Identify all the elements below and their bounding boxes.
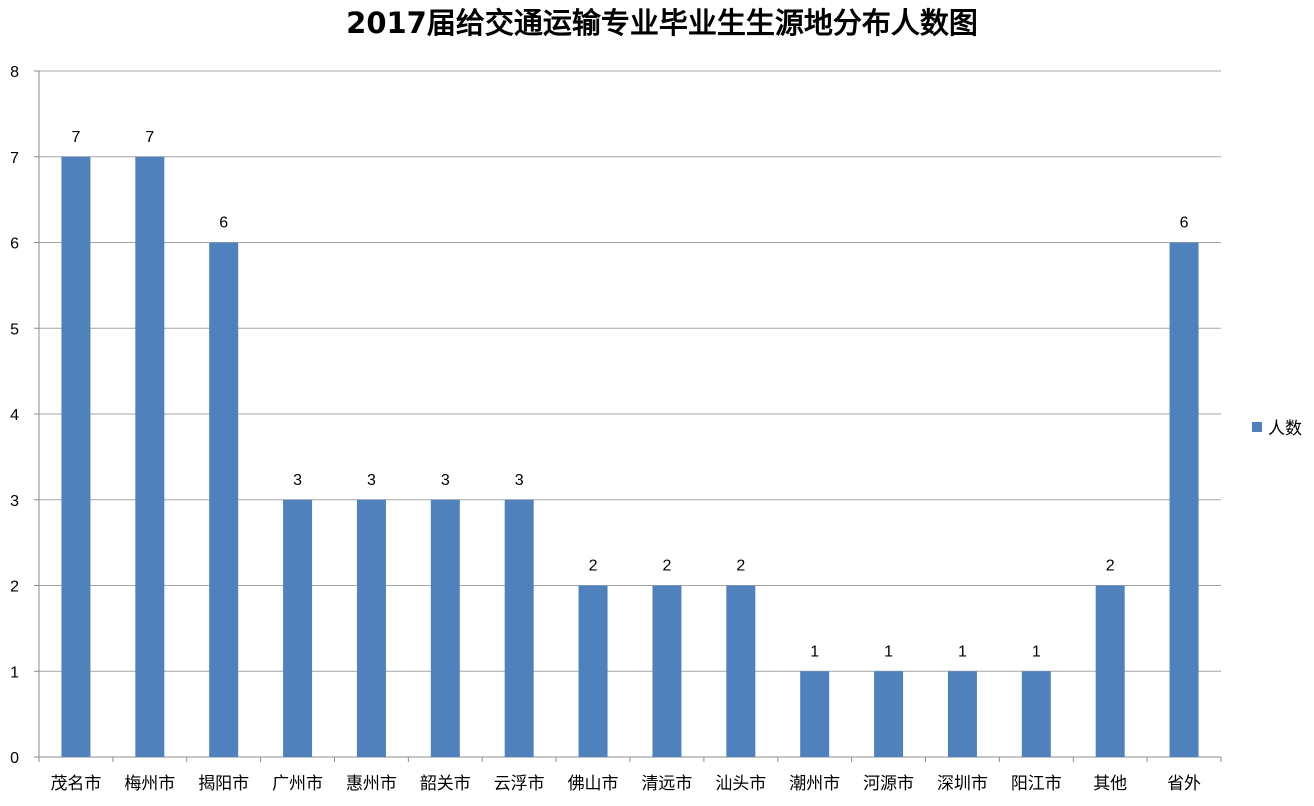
x-tick-label: 河源市 xyxy=(863,774,914,794)
x-tick-label: 茂名市 xyxy=(50,774,101,794)
data-label: 3 xyxy=(441,472,450,489)
bar xyxy=(430,499,460,757)
y-tick-label: 5 xyxy=(10,321,19,338)
x-tick-label: 广州市 xyxy=(272,774,323,794)
x-tick-label: 揭阳市 xyxy=(198,774,249,794)
data-label: 3 xyxy=(367,472,376,489)
data-label: 2 xyxy=(589,558,598,575)
data-label: 1 xyxy=(884,643,893,660)
bar xyxy=(61,156,91,757)
data-label: 2 xyxy=(662,558,671,575)
data-label: 1 xyxy=(1032,643,1041,660)
x-tick-label: 其他 xyxy=(1093,774,1127,794)
data-label: 3 xyxy=(293,472,302,489)
data-label: 2 xyxy=(1106,558,1115,575)
bar xyxy=(504,499,534,757)
y-tick-label: 2 xyxy=(10,579,19,596)
data-label: 2 xyxy=(736,558,745,575)
data-label: 6 xyxy=(1180,215,1189,232)
bar xyxy=(726,585,756,757)
x-tick-label: 阳江市 xyxy=(1011,774,1062,794)
bar xyxy=(1169,242,1199,757)
x-tick-label: 梅州市 xyxy=(124,774,175,794)
y-tick-label: 3 xyxy=(10,493,19,510)
y-tick-label: 6 xyxy=(10,236,19,253)
bar xyxy=(800,671,830,757)
data-label: 6 xyxy=(219,215,228,232)
bar xyxy=(1095,585,1125,757)
data-label: 3 xyxy=(515,472,524,489)
y-tick-label: 4 xyxy=(10,407,19,424)
y-tick-label: 1 xyxy=(10,664,19,681)
data-label: 1 xyxy=(958,643,967,660)
y-tick-label: 8 xyxy=(10,64,19,81)
bar xyxy=(578,585,608,757)
data-labels: 7 茂名市 7 梅州市 6 揭阳市 3 广州市 3 惠州市 3 韶关市 3 云浮市 2 佛山市 2 清远市 2 汕头市… xyxy=(50,129,1201,794)
x-tick-label: 深圳市 xyxy=(937,774,988,794)
data-label: 7 xyxy=(71,129,80,146)
bar xyxy=(135,156,165,757)
x-tick-label: 清远市 xyxy=(641,774,692,794)
legend-label: 人数 xyxy=(1268,419,1302,439)
axes: 0 1 2 3 4 5 6 7 8 xyxy=(10,64,1222,767)
bar xyxy=(283,499,313,757)
bar xyxy=(874,671,904,757)
y-tick-label: 0 xyxy=(10,750,19,767)
y-tick-label: 7 xyxy=(10,150,19,167)
x-tick-label: 佛山市 xyxy=(568,774,619,794)
bar xyxy=(356,499,386,757)
data-label: 7 xyxy=(145,129,154,146)
x-tick-label: 惠州市 xyxy=(346,774,397,794)
x-tick-label: 潮州市 xyxy=(789,774,840,794)
x-tick-label: 汕头市 xyxy=(715,774,766,794)
bar xyxy=(652,585,682,757)
chart-title: 2017届给交通运输专业毕业生生源地分布人数图 xyxy=(346,6,978,40)
x-tick-label: 省外 xyxy=(1167,774,1201,794)
x-tick-label: 韶关市 xyxy=(420,774,471,794)
data-label: 1 xyxy=(810,643,819,660)
bar xyxy=(209,242,239,757)
bar xyxy=(1021,671,1051,757)
x-tick-label: 云浮市 xyxy=(494,774,545,794)
bars xyxy=(61,156,1199,757)
bar xyxy=(947,671,977,757)
legend-swatch xyxy=(1252,422,1262,432)
legend: 人数 xyxy=(1252,419,1302,439)
